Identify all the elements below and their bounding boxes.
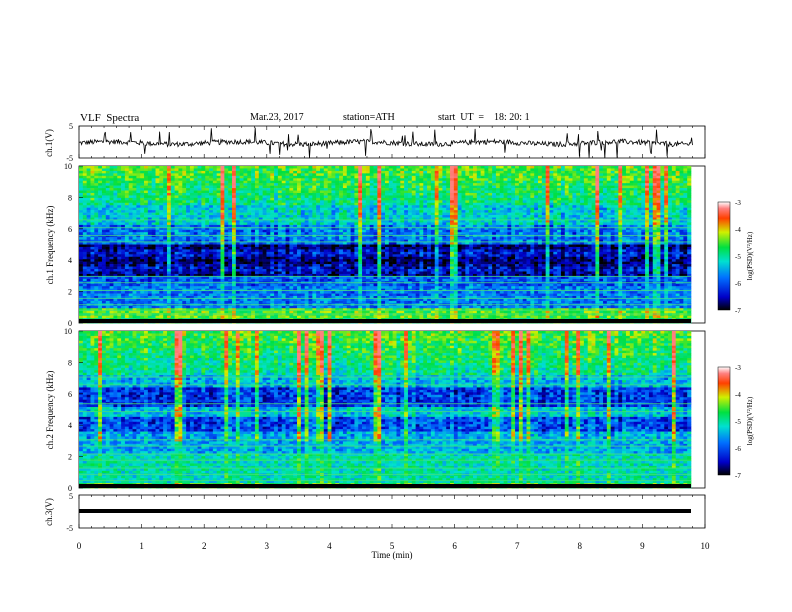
ch1-colorbar	[717, 201, 731, 311]
freq-tick-label: 2	[68, 288, 72, 297]
station-label: station=ATH	[343, 112, 395, 123]
x-tick-label: 8	[578, 541, 583, 551]
x-tick-label: 6	[452, 541, 457, 551]
colorbar-tick-label: -3	[735, 364, 741, 372]
ch1-ytick-bottom: -5	[66, 154, 73, 163]
freq-tick-label: 6	[68, 225, 72, 234]
x-tick-label: 0	[77, 541, 82, 551]
ch3-ylabel: ch.3(V)	[44, 498, 54, 526]
start-time-label: start UT = 18: 20: 1	[438, 112, 530, 123]
freq-tick-label: 0	[68, 484, 72, 493]
colorbar-tick-label: -6	[735, 445, 741, 453]
ch1-colorbar-label: log(PSD)(V²/Hz)	[746, 231, 754, 280]
freq-tick-label: 2	[68, 453, 72, 462]
x-tick-label: 3	[265, 541, 270, 551]
freq-tick-label: 10	[64, 327, 72, 336]
x-tick-label: 1	[139, 541, 144, 551]
freq-tick-label: 0	[68, 319, 72, 328]
colorbar-tick-label: -6	[735, 280, 741, 288]
colorbar-tick-label: -3	[735, 199, 741, 207]
chart-title: VLF Spectra	[80, 112, 139, 124]
freq-tick-label: 8	[68, 358, 72, 367]
x-tick-label: 9	[640, 541, 645, 551]
ch3-ytick-bottom: -5	[66, 524, 73, 533]
ch2-colorbar	[717, 366, 731, 476]
ch1-waveform-panel: 5 -5 ch.1(V)	[44, 122, 706, 163]
ch2-spectrogram-ylabel: ch.2 Frequency (kHz)	[45, 371, 55, 450]
ch1-ytick-top: 5	[69, 122, 73, 131]
freq-tick-label: 4	[68, 256, 72, 265]
ch3-ytick-top: 5	[69, 492, 73, 501]
x-tick-label: 10	[701, 541, 711, 551]
ch3-waveform-panel: 5 -5 ch.3(V) 0 1 2 3 4 5 6 7 8 9 10 Time (min)	[44, 492, 710, 560]
colorbar-tick-label: -4	[735, 391, 741, 399]
colorbar-tick-label: -4	[735, 226, 741, 234]
ch1-spectrogram-ylabel: ch.1 Frequency (kHz)	[45, 206, 55, 285]
ch1-ylabel: ch.1(V)	[44, 129, 54, 157]
colorbar-tick-label: -5	[735, 418, 741, 426]
colorbar-tick-label: -7	[735, 472, 741, 480]
x-tick-label: 2	[202, 541, 207, 551]
freq-tick-label: 8	[68, 193, 72, 202]
x-tick-label: 5	[390, 541, 395, 551]
colorbar-tick-label: -5	[735, 253, 741, 261]
x-axis-label: Time (min)	[372, 550, 413, 560]
ch3-waveform-line	[79, 509, 691, 513]
freq-tick-label: 10	[64, 162, 72, 171]
date-label: Mar.23, 2017	[250, 112, 304, 123]
freq-tick-label: 4	[68, 421, 72, 430]
ch1-spectrogram-image	[79, 166, 692, 324]
freq-tick-label: 6	[68, 390, 72, 399]
colorbar-tick-label: -7	[735, 307, 741, 315]
x-tick-label: 7	[515, 541, 520, 551]
ch2-colorbar-label: log(PSD)(V²/Hz)	[746, 396, 754, 445]
ch2-spectrogram-image	[79, 331, 692, 489]
ch1-waveform-line	[79, 127, 693, 159]
x-tick-label: 4	[327, 541, 332, 551]
